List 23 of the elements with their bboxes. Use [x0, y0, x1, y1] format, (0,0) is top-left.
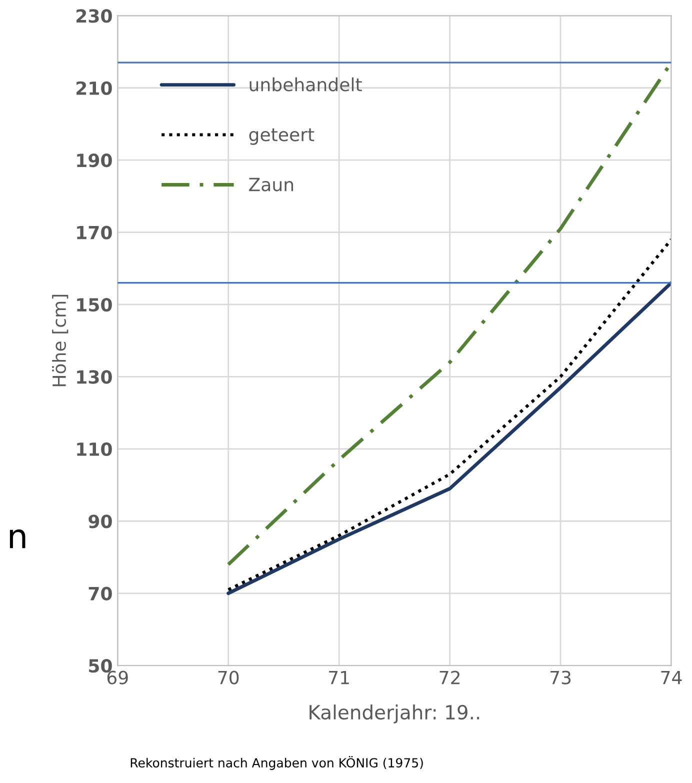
y-tick-label: 150	[77, 298, 112, 312]
x-axis-title: Kalenderjahr: 19..	[310, 704, 480, 724]
y-tick-label: 70	[88, 586, 112, 600]
x-tick-label: 72	[440, 670, 460, 684]
y-axis-title: Höhe [cm]	[52, 294, 68, 386]
x-tick-label: 74	[661, 670, 682, 684]
x-tick-label: 73	[550, 670, 571, 684]
y-tick-label: 210	[76, 81, 112, 95]
y-tick-label: 50	[89, 659, 112, 673]
x-tick-label: 71	[329, 670, 349, 684]
y-tick-label: 230	[76, 9, 112, 23]
legend-label: unbehandelt	[250, 77, 362, 92]
y-tick-label: 110	[77, 442, 112, 456]
y-tick-label: 190	[77, 154, 112, 168]
y-tick-label: 90	[88, 514, 112, 528]
x-tick-label: 69	[107, 670, 128, 684]
text: n	[10, 529, 26, 548]
legend-label: geteert	[249, 128, 314, 145]
legend-label: Zaun	[249, 178, 294, 192]
y-tick-label: 170	[77, 226, 112, 240]
text: Rekonstruiert nach Angaben von KÖNIG (1975)	[130, 756, 423, 770]
y-tick-label: 130	[77, 370, 112, 384]
x-tick-label: 70	[218, 670, 239, 684]
